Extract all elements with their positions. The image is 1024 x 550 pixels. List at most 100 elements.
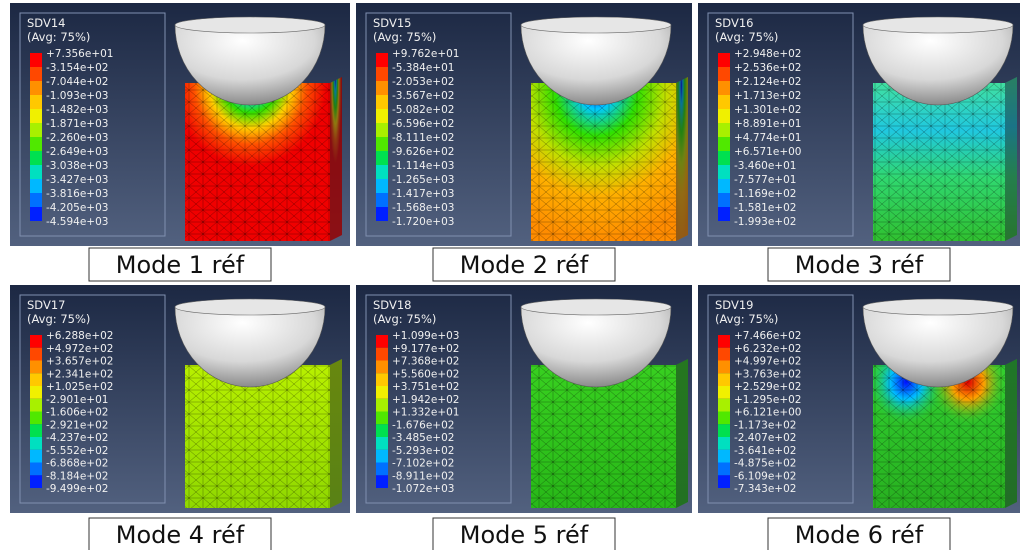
legend-swatch (30, 373, 42, 386)
block-side-shade (330, 77, 342, 241)
legend-swatch (718, 207, 730, 221)
averaging: (Avg: 75%) (27, 312, 90, 326)
legend-level: +2.948e+02 (734, 48, 801, 60)
indenter-rim (175, 17, 325, 33)
legend-level: -3.460e+01 (734, 160, 796, 172)
legend-level: -1.093e+03 (46, 90, 108, 102)
legend-level: -5.293e+02 (392, 445, 454, 457)
legend-level: -1.720e+03 (392, 216, 454, 228)
legend-level: +2.341e+02 (46, 368, 113, 380)
legend-swatch (718, 109, 730, 123)
legend-level: -6.596e+02 (392, 118, 454, 130)
variable-name: SDV14 (27, 16, 65, 30)
legend-level: +2.529e+02 (734, 381, 801, 393)
legend-swatch (30, 165, 42, 179)
indenter-rim (521, 17, 671, 33)
legend-level: -1.482e+03 (46, 104, 108, 116)
legend-swatch (30, 463, 42, 476)
legend-swatch (30, 179, 42, 193)
legend-swatch (376, 207, 388, 221)
legend-level: +8.891e+01 (734, 118, 801, 130)
legend-level: +4.774e+01 (734, 132, 801, 144)
legend-swatch (376, 151, 388, 165)
legend-level: +4.972e+02 (46, 343, 113, 355)
legend-level: -8.911e+02 (392, 470, 454, 482)
legend-swatch (718, 373, 730, 386)
legend-swatch (718, 179, 730, 193)
legend-swatch (376, 67, 388, 81)
legend-swatch (30, 109, 42, 123)
legend-swatch (718, 386, 730, 399)
legend-level: -2.921e+02 (46, 419, 108, 431)
legend-level: -8.111e+02 (392, 132, 454, 144)
legend-swatch (718, 81, 730, 95)
legend-swatch (718, 399, 730, 412)
legend-swatch (376, 361, 388, 374)
legend-level: -1.581e+02 (734, 202, 796, 214)
legend-level: +1.025e+02 (46, 381, 113, 393)
legend-level: -1.993e+02 (734, 216, 796, 228)
legend-swatch (718, 475, 730, 488)
legend-swatch (718, 463, 730, 476)
legend-level: -3.038e+03 (46, 160, 108, 172)
legend-swatch (376, 335, 388, 348)
legend-swatch (30, 207, 42, 221)
legend-level: +3.763e+02 (734, 368, 801, 380)
legend-level: +3.657e+02 (46, 356, 113, 368)
legend-swatch (718, 348, 730, 361)
legend-swatch (718, 412, 730, 425)
legend-swatch (30, 193, 42, 207)
figure: SDV14(Avg: 75%)+7.356e+01-3.154e+02-7.04… (0, 0, 1024, 550)
legend-level: -5.082e+02 (392, 104, 454, 116)
legend-level: +9.177e+02 (392, 343, 459, 355)
block-side-shade (676, 77, 688, 241)
legend-level: -6.109e+02 (734, 470, 796, 482)
legend-level: -1.265e+03 (392, 174, 454, 186)
caption: Mode 3 réf (795, 251, 924, 279)
legend-swatch (376, 95, 388, 109)
legend-level: -1.871e+03 (46, 118, 108, 130)
legend-swatch (718, 193, 730, 207)
legend-swatch (718, 151, 730, 165)
legend-level: +2.124e+02 (734, 76, 801, 88)
legend-swatch (30, 386, 42, 399)
legend-level: -2.053e+02 (392, 76, 454, 88)
legend-level: +6.121e+00 (734, 407, 801, 419)
block-side-shade (1005, 77, 1017, 241)
legend-level: +1.295e+02 (734, 394, 801, 406)
legend-swatch (718, 424, 730, 437)
legend-swatch (718, 53, 730, 67)
legend-swatch (718, 123, 730, 137)
legend-level: -5.384e+01 (392, 62, 454, 74)
block-side-shade (330, 359, 342, 508)
legend-level: -2.260e+03 (46, 132, 108, 144)
legend-swatch (376, 373, 388, 386)
legend-level: -7.343e+02 (734, 483, 796, 495)
legend-level: +6.288e+02 (46, 330, 113, 342)
indenter-rim (521, 299, 671, 315)
panel: SDV19(Avg: 75%)+7.466e+02+6.232e+02+4.99… (698, 285, 1020, 550)
indenter-rim (863, 299, 1013, 315)
legend-level: -4.237e+02 (46, 432, 108, 444)
legend-swatch (376, 412, 388, 425)
legend-level: +6.571e+00 (734, 146, 801, 158)
averaging: (Avg: 75%) (715, 30, 778, 44)
block-mesh (185, 83, 330, 241)
legend-level: +9.762e+01 (392, 48, 459, 60)
variable-name: SDV19 (715, 298, 753, 312)
block-mesh (531, 83, 676, 241)
legend-swatch (376, 386, 388, 399)
legend-level: +1.332e+01 (392, 407, 459, 419)
panel: SDV18(Avg: 75%)+1.099e+03+9.177e+02+7.36… (356, 285, 692, 550)
panel: SDV16(Avg: 75%)+2.948e+02+2.536e+02+2.12… (698, 3, 1020, 281)
legend-swatch (718, 67, 730, 81)
legend-level: +6.232e+02 (734, 343, 801, 355)
legend-level: -1.072e+03 (392, 483, 454, 495)
panel: SDV17(Avg: 75%)+6.288e+02+4.972e+02+3.65… (10, 285, 350, 550)
legend-level: -1.417e+03 (392, 188, 454, 200)
legend-swatch (30, 361, 42, 374)
legend-swatch (718, 450, 730, 463)
caption: Mode 5 réf (460, 521, 589, 549)
legend-level: -2.901e+01 (46, 394, 108, 406)
caption: Mode 1 réf (116, 251, 245, 279)
